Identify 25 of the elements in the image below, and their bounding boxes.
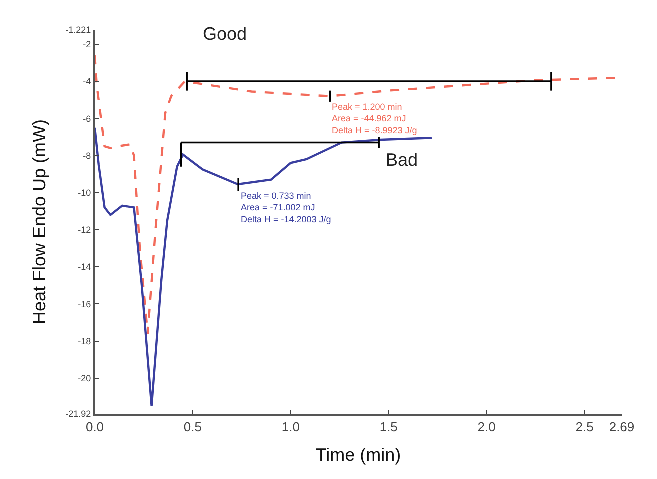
series-label: Bad (386, 150, 418, 170)
y-tick-label: -8 (83, 150, 92, 161)
x-tick-label: 2.5 (576, 420, 594, 435)
x-tick-label: 1.5 (380, 420, 398, 435)
y-tick-label: -21.92 (66, 409, 92, 420)
x-tick-label: 1.0 (282, 420, 300, 435)
y-tick-label: -16 (78, 299, 92, 310)
y-tick-label: -1.221 (66, 25, 92, 36)
y-tick-label: -6 (83, 114, 92, 124)
x-axis-title: Time (min) (316, 445, 402, 466)
y-tick-label: -4 (83, 76, 92, 87)
text: Good (203, 24, 248, 44)
y-tick-label: -10 (78, 188, 92, 198)
y-axis-title: Heat Flow Endo Up (mW) (29, 119, 50, 325)
y-tick-label: -14 (78, 262, 92, 272)
x-tick-label: 0.5 (184, 420, 202, 435)
x-tick-label: 0.0 (86, 420, 104, 435)
y-tick-label: -18 (78, 336, 92, 346)
y-tick-label: -2 (83, 40, 92, 50)
x-tick-label: 2.0 (478, 420, 496, 435)
x-tick-label: 2.69 (609, 420, 635, 435)
y-tick-label: -20 (78, 374, 92, 384)
annotation: Peak = 1.200 min Area = -44.962 mJ Delta H = -8.9923 J/g (332, 102, 418, 136)
y-tick-label: -12 (78, 225, 92, 236)
annotation: Peak = 0.733 min Area = -71.002 mJ Delta H = -14.2003 J/g (241, 191, 332, 224)
